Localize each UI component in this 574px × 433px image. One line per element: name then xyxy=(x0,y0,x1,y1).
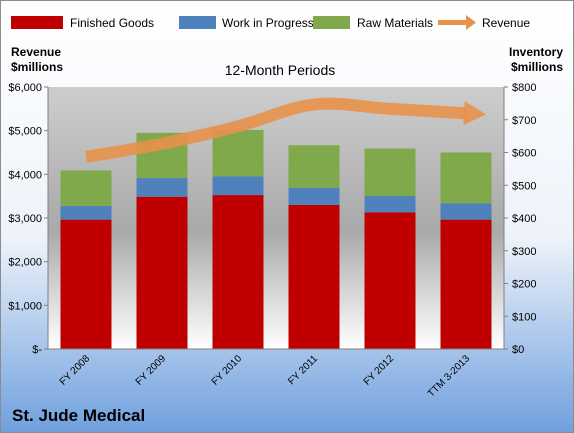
bar-work-in-progress xyxy=(60,205,112,220)
left-axis-tick-label: $2,000 xyxy=(8,257,42,269)
right-axis-tick-label: $400 xyxy=(512,213,536,225)
left-axis-title-line1: Revenue xyxy=(11,45,61,59)
bar-finished-goods xyxy=(212,195,264,349)
right-axis-tick-label: $700 xyxy=(512,115,536,127)
bar-finished-goods xyxy=(136,196,188,349)
bar-work-in-progress xyxy=(288,187,340,205)
legend-label-finished-goods: Finished Goods xyxy=(70,16,154,30)
right-axis-tick-label: $100 xyxy=(512,311,536,323)
bar-raw-materials xyxy=(364,148,416,197)
bar-raw-materials xyxy=(288,145,340,188)
bar-finished-goods xyxy=(364,212,416,349)
bar-work-in-progress xyxy=(364,196,416,213)
bar-finished-goods xyxy=(440,219,492,349)
chart-title: 12-Month Periods xyxy=(225,62,336,78)
left-axis-tick-label: $1,000 xyxy=(8,300,42,312)
legend-swatch-revenue xyxy=(438,15,476,30)
bar-work-in-progress xyxy=(136,178,188,197)
legend-label-work-in-progress: Work in Progress xyxy=(222,16,314,30)
legend-swatch-finished-goods xyxy=(11,16,63,29)
company-name: St. Jude Medical xyxy=(12,406,145,425)
bar-raw-materials xyxy=(212,129,264,177)
legend: Finished Goods Work in Progress Raw Mate… xyxy=(11,15,530,30)
legend-label-raw-materials: Raw Materials xyxy=(357,16,433,30)
left-axis-title-line2: $millions xyxy=(11,60,63,74)
right-axis-tick-label: $200 xyxy=(512,279,536,291)
revenue-line xyxy=(84,97,467,163)
plot-area xyxy=(48,87,504,349)
right-axis-tick-label: $800 xyxy=(512,82,536,94)
bar-work-in-progress xyxy=(212,176,264,196)
bar-finished-goods xyxy=(60,219,112,349)
left-axis-tick-label: $4,000 xyxy=(8,169,42,181)
right-axis-title-line1: Inventory xyxy=(509,45,563,59)
right-axis-tick-label: $600 xyxy=(512,148,536,160)
right-axis-tick-label: $300 xyxy=(512,246,536,258)
bar-raw-materials xyxy=(440,152,492,204)
right-axis-tick-label: $0 xyxy=(512,344,524,356)
legend-label-revenue: Revenue xyxy=(482,16,530,30)
bar-work-in-progress xyxy=(440,203,492,220)
left-axis-tick-label: $6,000 xyxy=(8,82,42,94)
left-axis-tick-label: $3,000 xyxy=(8,213,42,225)
right-axis-title-line2: $millions xyxy=(511,60,563,74)
revenue-arrowhead xyxy=(463,101,486,126)
left-axis-tick-label: $- xyxy=(32,344,42,356)
left-axis-tick-label: $5,000 xyxy=(8,126,42,138)
legend-swatch-work-in-progress xyxy=(179,16,216,29)
legend-swatch-raw-materials xyxy=(313,16,350,29)
bar-finished-goods xyxy=(288,204,340,349)
bar-raw-materials xyxy=(60,170,112,206)
right-axis-tick-label: $500 xyxy=(512,180,536,192)
